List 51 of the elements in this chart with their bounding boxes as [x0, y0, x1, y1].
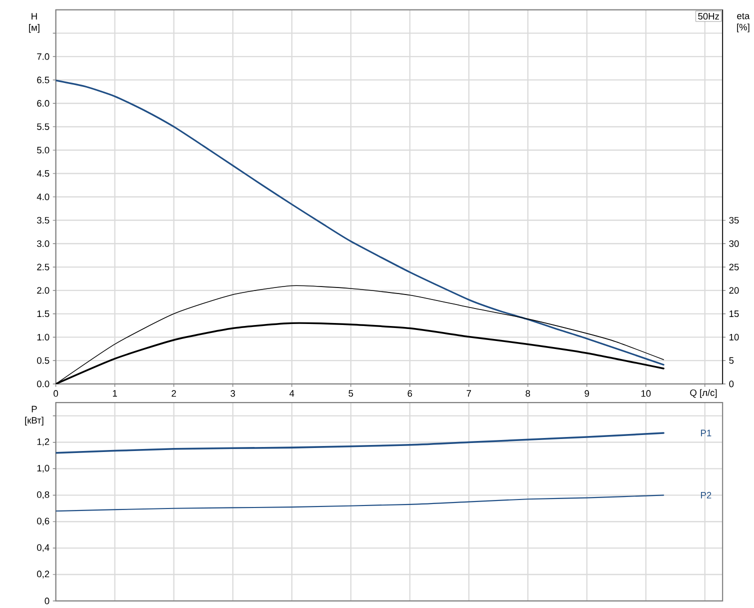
x-tick-label: 8 — [526, 390, 530, 397]
y-tick-label: 0,4 — [37, 544, 50, 552]
y-tick-label: 6.0 — [37, 100, 50, 107]
x-tick-label: 1 — [112, 390, 117, 397]
y-tick-label: 5.0 — [37, 146, 50, 154]
y-tick-label: 2.0 — [37, 287, 50, 294]
x-tick-label: 3 — [230, 390, 236, 397]
text: P1 — [701, 430, 712, 436]
x-tick-label: 10 — [641, 390, 651, 397]
annotation: 50Hz — [698, 13, 719, 20]
y-tick-label: 1.5 — [37, 310, 50, 318]
y-tick-label: 0.0 — [37, 380, 50, 388]
y2-tick-label: 35 — [729, 217, 739, 224]
y2-tick-label: 5 — [729, 357, 734, 364]
x-tick-label: 0 — [54, 390, 58, 397]
y2-tick-label: 0 — [729, 380, 734, 388]
text: P2 — [701, 492, 712, 498]
x-tick-label: 5 — [348, 390, 354, 397]
y2-tick-label: 15 — [730, 310, 739, 318]
y-tick-label: 4.0 — [36, 194, 50, 200]
y-tick-label: 7.0 — [37, 53, 50, 60]
line-series — [56, 494, 664, 512]
y-tick-label: 4.5 — [36, 170, 50, 177]
line-series — [56, 432, 664, 454]
y2-tick-label: 20 — [729, 287, 739, 294]
y-tick-label: 6.5 — [37, 76, 50, 84]
y-tick-label: 0.5 — [37, 357, 50, 364]
y2-axis-title: eta [%] — [737, 13, 750, 32]
y-tick-label: 1,2 — [37, 438, 50, 446]
y-tick-label: 2.5 — [37, 264, 50, 270]
x-tick-label: 9 — [584, 390, 590, 397]
y-tick-label: 0,8 — [37, 491, 50, 500]
y-tick-label: 3.5 — [37, 217, 50, 224]
y2-tick-label: 10 — [730, 334, 739, 341]
x-tick-label: 6 — [408, 390, 412, 397]
y-tick-label: 3.0 — [37, 240, 50, 248]
y-tick-label: 0,6 — [37, 518, 50, 526]
y2-tick-label: 30 — [729, 240, 739, 248]
x-tick-label: 4 — [289, 390, 294, 397]
line-series — [56, 80, 664, 366]
y-tick-label: 0 — [44, 598, 50, 604]
x-tick-label: 2 — [172, 390, 176, 397]
y2-tick-label: 25 — [729, 264, 739, 270]
x-tick-label: 7 — [466, 390, 471, 397]
y-tick-label: 0,2 — [37, 570, 50, 578]
y-tick-label: 1,0 — [37, 464, 50, 473]
y-axis-title: H [м] — [29, 13, 40, 33]
x-axis-title: Q [л/с] — [690, 389, 717, 398]
y-tick-label: 5.5 — [37, 124, 50, 130]
y-axis-title: P [кВт] — [25, 406, 44, 426]
y-tick-label: 1.0 — [37, 334, 50, 341]
